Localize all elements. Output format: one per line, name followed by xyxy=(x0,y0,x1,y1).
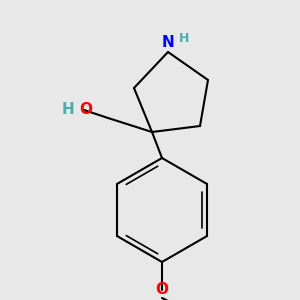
Text: H: H xyxy=(179,32,189,44)
Text: O: O xyxy=(155,283,169,298)
Text: O: O xyxy=(80,103,92,118)
Text: N: N xyxy=(162,35,174,50)
Text: H: H xyxy=(61,103,74,118)
